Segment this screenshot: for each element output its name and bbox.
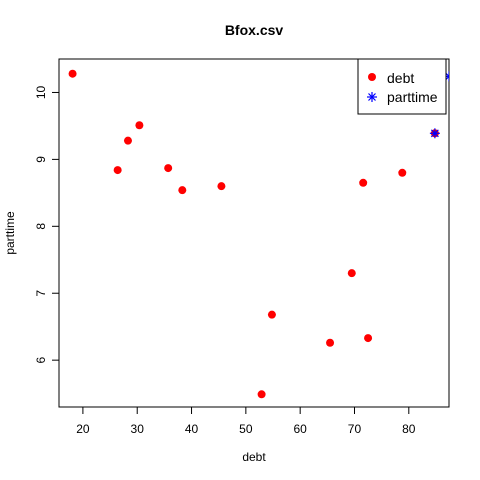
legend: debt parttime <box>357 58 447 115</box>
y-tick-label: 10 <box>34 85 48 99</box>
point-parttime <box>429 128 440 139</box>
point-debt <box>217 182 226 191</box>
plot-frame <box>58 58 450 408</box>
legend-label-debt: debt <box>387 70 414 86</box>
point-debt <box>123 136 132 145</box>
data-points <box>68 69 449 399</box>
y-tick-label: 8 <box>34 223 48 230</box>
x-tick-label: 30 <box>131 422 145 436</box>
point-debt <box>364 334 373 343</box>
point-debt <box>135 121 144 130</box>
point-debt <box>347 269 356 278</box>
legend-box <box>357 58 447 115</box>
y-tick-label: 6 <box>34 356 48 363</box>
point-debt <box>326 338 335 347</box>
x-tick-label: 40 <box>185 422 199 436</box>
y-axis-label: parttime <box>3 211 17 255</box>
point-debt <box>257 390 266 399</box>
chart-title: Bfox.csv <box>225 22 284 38</box>
x-tick-label: 80 <box>402 422 416 436</box>
point-debt <box>164 164 173 173</box>
x-axis-label: debt <box>242 450 266 464</box>
y-axis: 6 7 8 9 10 <box>34 85 59 363</box>
legend-symbol-parttime <box>367 92 377 102</box>
x-tick-label: 70 <box>348 422 362 436</box>
y-tick-label: 9 <box>34 156 48 163</box>
x-tick-label: 60 <box>293 422 307 436</box>
x-tick-label: 50 <box>239 422 253 436</box>
point-debt <box>398 168 407 177</box>
point-debt <box>178 186 187 195</box>
legend-label-parttime: parttime <box>387 89 438 105</box>
point-debt <box>68 69 77 78</box>
legend-symbol-debt <box>368 73 376 81</box>
x-axis: 20 30 40 50 60 70 80 <box>76 407 416 436</box>
x-tick-label: 20 <box>76 422 90 436</box>
point-debt <box>359 178 368 187</box>
point-debt <box>113 166 122 175</box>
y-tick-label: 7 <box>34 290 48 297</box>
point-debt <box>267 310 276 319</box>
